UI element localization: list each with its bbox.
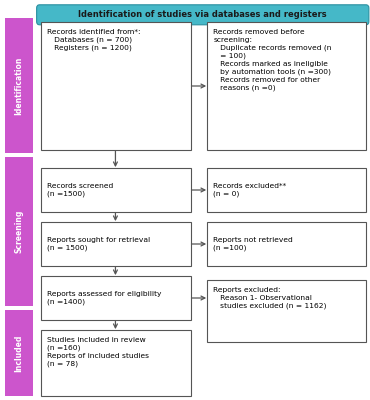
Text: Included: Included — [14, 334, 23, 372]
Text: Records screened
(n =1500): Records screened (n =1500) — [47, 183, 113, 197]
Text: Records excluded**
(n = 0): Records excluded** (n = 0) — [213, 183, 287, 197]
Text: Reports not retrieved
(n =100): Reports not retrieved (n =100) — [213, 237, 293, 251]
Text: Screening: Screening — [14, 210, 23, 253]
Text: Reports sought for retrieval
(n = 1500): Reports sought for retrieval (n = 1500) — [47, 237, 150, 251]
FancyBboxPatch shape — [41, 222, 191, 266]
Text: Reports excluded:
   Reason 1- Observational
   studies excluded (n = 1162): Reports excluded: Reason 1- Observationa… — [213, 287, 327, 309]
FancyBboxPatch shape — [41, 168, 191, 212]
Text: Records removed before
screening:
   Duplicate records removed (n
   = 100)
   R: Records removed before screening: Duplic… — [213, 29, 332, 91]
Text: Identification: Identification — [14, 56, 23, 114]
FancyBboxPatch shape — [5, 18, 33, 153]
FancyBboxPatch shape — [207, 222, 366, 266]
FancyBboxPatch shape — [41, 22, 191, 150]
FancyBboxPatch shape — [207, 280, 366, 342]
Text: Studies included in review
(n =160)
Reports of included studies
(n = 78): Studies included in review (n =160) Repo… — [47, 337, 149, 367]
Text: Records identified from*:
   Databases (n = 700)
   Registers (n = 1200): Records identified from*: Databases (n =… — [47, 29, 141, 51]
FancyBboxPatch shape — [37, 5, 369, 25]
FancyBboxPatch shape — [5, 310, 33, 396]
Text: Identification of studies via databases and registers: Identification of studies via databases … — [78, 10, 327, 19]
FancyBboxPatch shape — [41, 276, 191, 320]
FancyBboxPatch shape — [41, 330, 191, 396]
Text: Reports assessed for eligibility
(n =1400): Reports assessed for eligibility (n =140… — [47, 291, 161, 305]
FancyBboxPatch shape — [5, 157, 33, 306]
FancyBboxPatch shape — [207, 168, 366, 212]
FancyBboxPatch shape — [207, 22, 366, 150]
